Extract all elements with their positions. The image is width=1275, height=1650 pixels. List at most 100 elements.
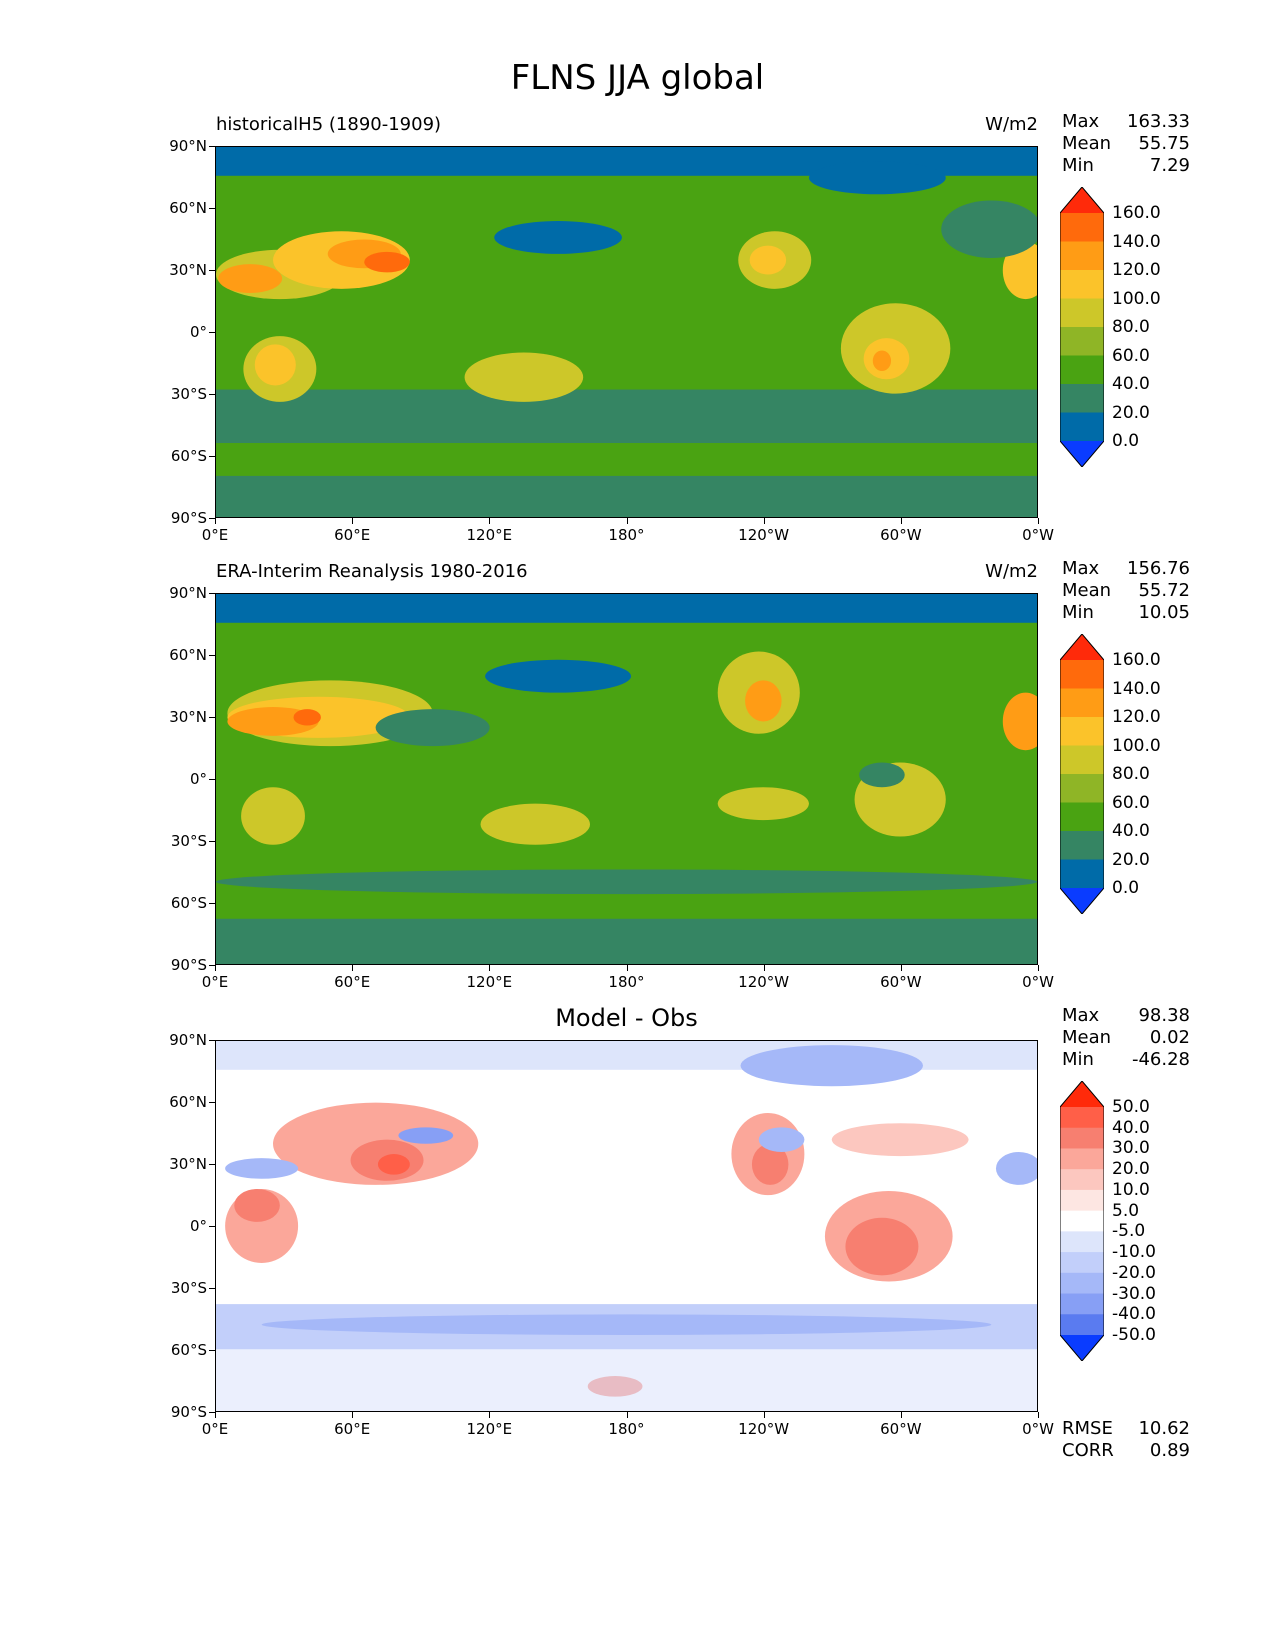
colorbar-label: 20.0 <box>1112 402 1150 423</box>
colorbar-label: 50.0 <box>1112 1097 1150 1117</box>
lat-tick <box>209 146 215 147</box>
lat-tick <box>209 1226 215 1227</box>
lon-tick <box>215 1412 216 1418</box>
lon-tick <box>489 1412 491 1418</box>
stat-mean: 55.72 <box>1138 580 1190 601</box>
colorbar-extend-max <box>1060 634 1104 660</box>
stats-observation: Max 156.76 Mean 55.72 Min 10.05 <box>1062 558 1190 624</box>
lat-label: 30°N <box>169 708 207 726</box>
lat-tick <box>209 717 215 718</box>
colorbar-label: 80.0 <box>1112 764 1150 784</box>
lat-label: 30°S <box>170 832 207 850</box>
colorbar-segment <box>1060 802 1104 832</box>
colorbar-label: 140.0 <box>1112 678 1161 699</box>
lon-tick <box>1038 965 1039 971</box>
lat-label: 0° <box>189 770 207 788</box>
panel-model: historicalH5 (1890-1909) W/m2 <box>0 114 1275 586</box>
lon-label: 180° <box>608 1420 645 1438</box>
stat-max: 163.33 <box>1127 111 1190 132</box>
stat-label: Mean <box>1062 580 1112 601</box>
lon-label: 120°W <box>738 973 790 991</box>
colorbar-label: 160.0 <box>1112 650 1161 670</box>
stat-label: Min <box>1062 602 1094 623</box>
stat-label: Min <box>1062 1049 1094 1070</box>
lon-tick <box>1038 1412 1039 1418</box>
colorbar-segment <box>1060 1148 1104 1170</box>
colorbar-label: 120.0 <box>1112 707 1161 727</box>
colorbar-label: -5.0 <box>1112 1221 1146 1242</box>
lat-tick <box>209 456 215 457</box>
metric-label: RMSE <box>1062 1418 1113 1439</box>
lon-label: 120°E <box>466 973 513 991</box>
stat-label: Mean <box>1062 133 1112 154</box>
stat-min: 7.29 <box>1149 155 1190 176</box>
lat-tick <box>209 1040 215 1041</box>
colorbar-label: 0.0 <box>1112 878 1140 898</box>
colorbar-segment <box>1060 298 1104 328</box>
lon-label: 0°W <box>1022 526 1054 544</box>
panel-title: ERA-Interim Reanalysis 1980-2016 <box>216 561 528 582</box>
stat-label: Max <box>1062 111 1100 132</box>
lat-label: 90°N <box>169 1031 207 1049</box>
lat-label: 90°N <box>169 137 207 155</box>
units-label: W/m2 <box>985 114 1038 135</box>
lon-label: 0°E <box>201 973 229 991</box>
lat-label: 90°S <box>170 509 207 527</box>
figure-title: FLNS JJA global <box>510 58 765 98</box>
lat-tick <box>209 394 215 395</box>
lat-label: 30°S <box>170 1279 207 1297</box>
stat-min: 10.05 <box>1138 602 1190 623</box>
lon-label: 0°E <box>201 1420 229 1438</box>
colorbar-label: 60.0 <box>1112 792 1150 813</box>
colorbar-label: 5.0 <box>1112 1200 1140 1221</box>
colorbar-segment <box>1060 859 1104 889</box>
lon-label: 0°W <box>1022 1420 1054 1438</box>
lat-label: 60°S <box>170 894 207 912</box>
colorbar-segment <box>1060 1107 1104 1129</box>
lon-label: 60°E <box>334 1420 371 1438</box>
map-observation <box>215 593 1038 965</box>
lat-tick <box>209 1164 215 1165</box>
colorbar-label: 40.0 <box>1112 821 1150 841</box>
stat-label: Min <box>1062 155 1094 176</box>
stats-difference: Max 98.38 Mean 0.02 Min -46.28 <box>1062 1005 1190 1071</box>
colorbar-segment <box>1060 1293 1104 1315</box>
lon-label: 180° <box>608 526 645 544</box>
field-map-svg <box>216 147 1037 517</box>
colorbar-segment <box>1060 213 1104 242</box>
lon-label: 0°W <box>1022 973 1054 991</box>
lat-label: 60°S <box>170 447 207 465</box>
map-difference <box>215 1040 1038 1412</box>
lat-label: 30°S <box>170 385 207 403</box>
colorbar-model <box>1060 187 1104 467</box>
lon-label: 60°E <box>334 973 371 991</box>
lat-tick <box>209 1350 215 1351</box>
colorbar-label: -50.0 <box>1112 1325 1156 1345</box>
panel-observation: ERA-Interim Reanalysis 1980-2016 W/m2 <box>0 561 1275 1033</box>
map-model <box>215 146 1038 518</box>
stats-model: Max 163.33 Mean 55.75 Min 7.29 <box>1062 111 1190 177</box>
lon-tick <box>352 965 354 971</box>
lat-tick <box>209 518 215 519</box>
corr-value: 0.89 <box>1149 1440 1190 1461</box>
colorbar-label: 30.0 <box>1112 1138 1150 1159</box>
colorbar-extend-min <box>1060 1335 1104 1361</box>
colorbar-label: 100.0 <box>1112 288 1161 309</box>
lon-tick <box>763 518 765 524</box>
panel-title: Model - Obs <box>555 1004 698 1032</box>
lat-label: 90°S <box>170 956 207 974</box>
stat-max: 98.38 <box>1138 1005 1190 1026</box>
colorbar-label: -10.0 <box>1112 1242 1156 1263</box>
colorbar-segment <box>1060 412 1104 442</box>
lon-tick <box>215 965 216 971</box>
lon-tick <box>489 518 491 524</box>
lon-label: 60°W <box>880 526 922 544</box>
lat-label: 30°N <box>169 1155 207 1173</box>
colorbar-segment <box>1060 688 1104 718</box>
stat-label: Max <box>1062 558 1100 579</box>
colorbar-segment <box>1060 270 1104 299</box>
lat-tick <box>209 1288 215 1289</box>
colorbar-extend-min <box>1060 888 1104 914</box>
colorbar-segment <box>1060 241 1104 271</box>
lon-tick <box>626 518 628 524</box>
